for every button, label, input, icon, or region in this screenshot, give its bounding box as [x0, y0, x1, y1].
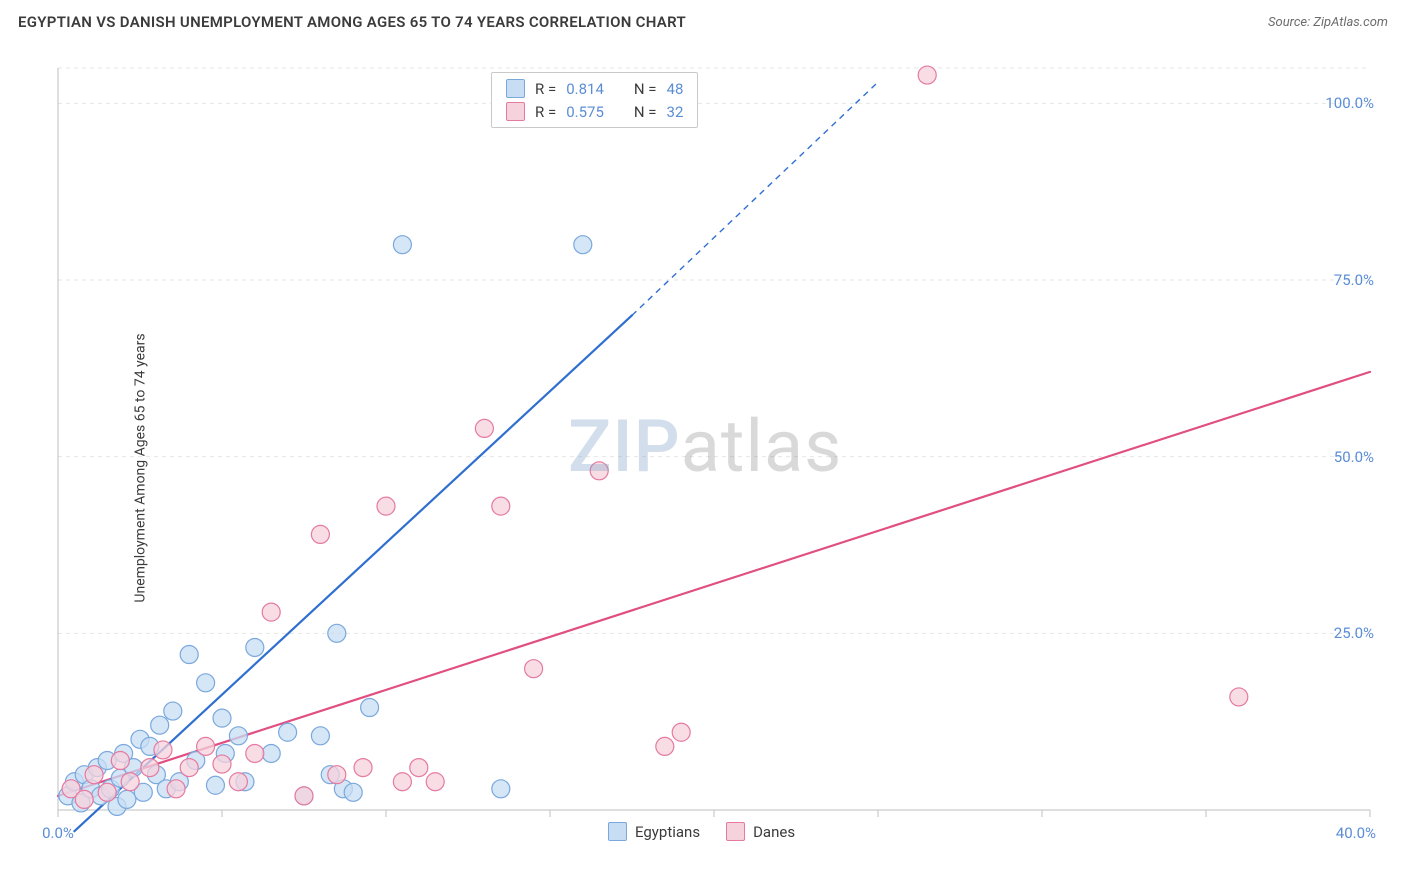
y-tick-label: 50.0% [1334, 448, 1374, 466]
y-tick-label: 100.0% [1325, 94, 1374, 112]
scatter-plot-svg [48, 64, 1390, 848]
stat-n-value: 32 [667, 103, 684, 121]
stat-n-label: N = [634, 80, 657, 98]
series-legend-item: Danes [726, 822, 795, 841]
series-legend-item: Egyptians [608, 822, 700, 841]
chart-area: Unemployment Among Ages 65 to 74 years Z… [0, 44, 1406, 892]
series-label: Danes [753, 823, 795, 841]
chart-title: EGYPTIAN VS DANISH UNEMPLOYMENT AMONG AG… [18, 13, 686, 31]
stat-n-value: 48 [667, 80, 684, 98]
legend-swatch [608, 822, 627, 841]
correlation-legend: R = 0.814 N = 48 R = 0.575 N = 32 [491, 72, 698, 128]
x-tick-label: 0.0% [42, 824, 74, 842]
y-tick-label: 75.0% [1334, 271, 1374, 289]
stat-r-value: 0.814 [566, 80, 604, 98]
legend-swatch [726, 822, 745, 841]
legend-swatch [506, 79, 525, 98]
legend-swatch [506, 102, 525, 121]
series-label: Egyptians [635, 823, 700, 841]
correlation-legend-row: R = 0.575 N = 32 [506, 102, 683, 121]
series-legend: Egyptians Danes [608, 822, 795, 841]
correlation-legend-row: R = 0.814 N = 48 [506, 79, 683, 98]
stat-r-label: R = [535, 80, 556, 98]
x-tick-label: 40.0% [1336, 824, 1376, 842]
stat-n-label: N = [634, 103, 657, 121]
y-tick-label: 25.0% [1334, 624, 1374, 642]
title-bar: EGYPTIAN VS DANISH UNEMPLOYMENT AMONG AG… [0, 0, 1406, 44]
stat-r-value: 0.575 [566, 103, 604, 121]
stat-r-label: R = [535, 103, 556, 121]
source-attribution: Source: ZipAtlas.com [1268, 15, 1388, 30]
plot-container: ZIPatlas R =0.814N =48R =0.575N =32 Egyp… [48, 64, 1390, 848]
